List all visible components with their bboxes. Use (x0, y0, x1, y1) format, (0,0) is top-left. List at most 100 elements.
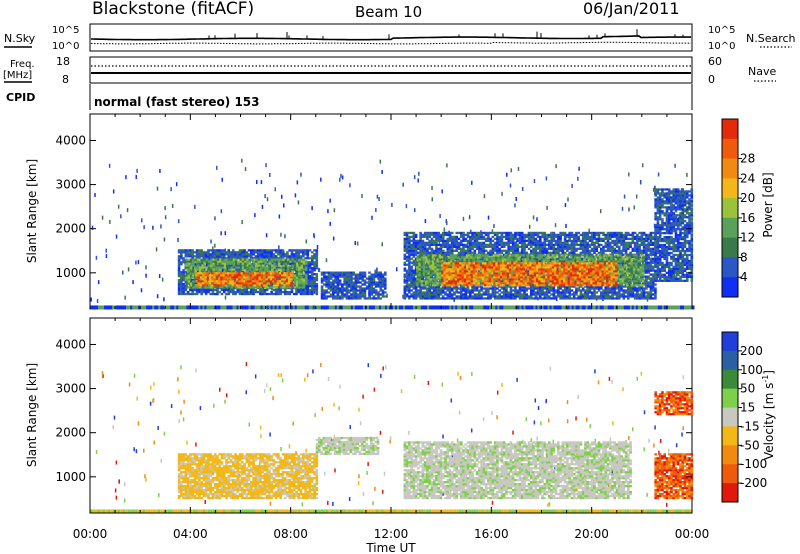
power-ground-cell (531, 305, 534, 310)
power-cell (426, 291, 429, 294)
power-ground-cell (112, 305, 115, 310)
power-cell (250, 286, 254, 289)
power-speckle (163, 297, 165, 302)
power-cell (419, 285, 422, 288)
power-cell (505, 285, 508, 288)
power-speckle (112, 189, 115, 194)
power-ground-cell (577, 305, 581, 310)
power-cell (527, 287, 531, 290)
power-cell (232, 270, 236, 273)
power-cell (428, 251, 431, 254)
power-cell (446, 237, 450, 241)
power-cell (372, 277, 376, 280)
power-cell (496, 237, 499, 241)
power-cell (223, 262, 227, 265)
power-cell (459, 251, 463, 254)
power-cell (379, 279, 383, 282)
power-cell (370, 277, 374, 280)
power-cell (377, 285, 380, 288)
power-ground-cell (457, 305, 460, 310)
power-cell (266, 268, 270, 271)
power-cell (536, 245, 540, 248)
power-cell (428, 291, 431, 294)
power-cell (426, 235, 429, 239)
power-cell (189, 292, 192, 296)
power-cell (500, 279, 504, 282)
power-cell (363, 279, 367, 282)
power-cell (279, 290, 282, 294)
power-cell (329, 277, 333, 280)
power-cell (196, 258, 200, 261)
power-cell (240, 284, 244, 287)
power-cell (417, 291, 420, 294)
power-cell (290, 288, 294, 292)
power-ground-cell (413, 305, 416, 310)
power-cell (184, 292, 188, 296)
power-cell (313, 282, 316, 286)
power-cell (271, 286, 274, 289)
power-cell (489, 293, 492, 296)
power-ground-cell (258, 305, 262, 310)
power-cell (412, 281, 416, 284)
power-cell (203, 266, 206, 269)
power-cell (410, 261, 413, 264)
power-cell (180, 249, 183, 252)
power-cell (426, 293, 429, 296)
power-cell (559, 293, 562, 296)
power-cell (270, 263, 273, 266)
power-cell (290, 251, 294, 254)
power-cell (310, 277, 314, 280)
power-cell (274, 288, 278, 292)
power-cell (182, 282, 185, 286)
power-ground-cell (587, 305, 591, 310)
power-cell (238, 292, 242, 296)
power-cell (286, 268, 290, 271)
power-cell (236, 255, 240, 258)
power-speckle (413, 175, 416, 180)
power-cell (239, 268, 243, 271)
power-cell (529, 295, 533, 298)
power-cell (529, 249, 533, 252)
power-cell (252, 292, 255, 296)
power-cell (325, 285, 328, 288)
power-cell (430, 285, 434, 288)
power-cell (295, 290, 298, 294)
power-cell (405, 295, 409, 298)
power-cell (212, 258, 216, 261)
power-cell (410, 257, 413, 260)
power-cell (435, 239, 438, 243)
power-cell (263, 288, 267, 292)
power-cell (253, 286, 256, 289)
power-cell (207, 259, 210, 262)
power-cell (405, 257, 409, 260)
power-cell (280, 258, 283, 261)
power-cell (543, 295, 547, 298)
power-cell (423, 241, 427, 245)
power-cell (192, 276, 195, 279)
power-cell (381, 295, 385, 298)
power-cell (290, 282, 293, 285)
power-speckle (313, 234, 316, 239)
power-speckle (164, 215, 167, 220)
power-cell (209, 255, 212, 258)
power-cell (243, 292, 246, 296)
power-cell (534, 231, 538, 235)
power-cell (466, 285, 470, 288)
power-cell (419, 293, 422, 296)
power-speckle (278, 214, 281, 219)
power-ground-cell (397, 305, 400, 310)
power-cell (417, 241, 420, 245)
power-cell (274, 274, 277, 277)
power-ground-cell (242, 305, 246, 310)
power-cell (480, 233, 483, 237)
power-cell (254, 255, 258, 258)
power-cell (329, 275, 333, 278)
power-cell (222, 276, 226, 279)
power-cell (304, 284, 307, 288)
power-speckle (577, 176, 579, 181)
power-cell (295, 249, 298, 252)
power-cell (219, 260, 222, 263)
power-cell (308, 257, 312, 260)
power-cell (270, 257, 273, 260)
